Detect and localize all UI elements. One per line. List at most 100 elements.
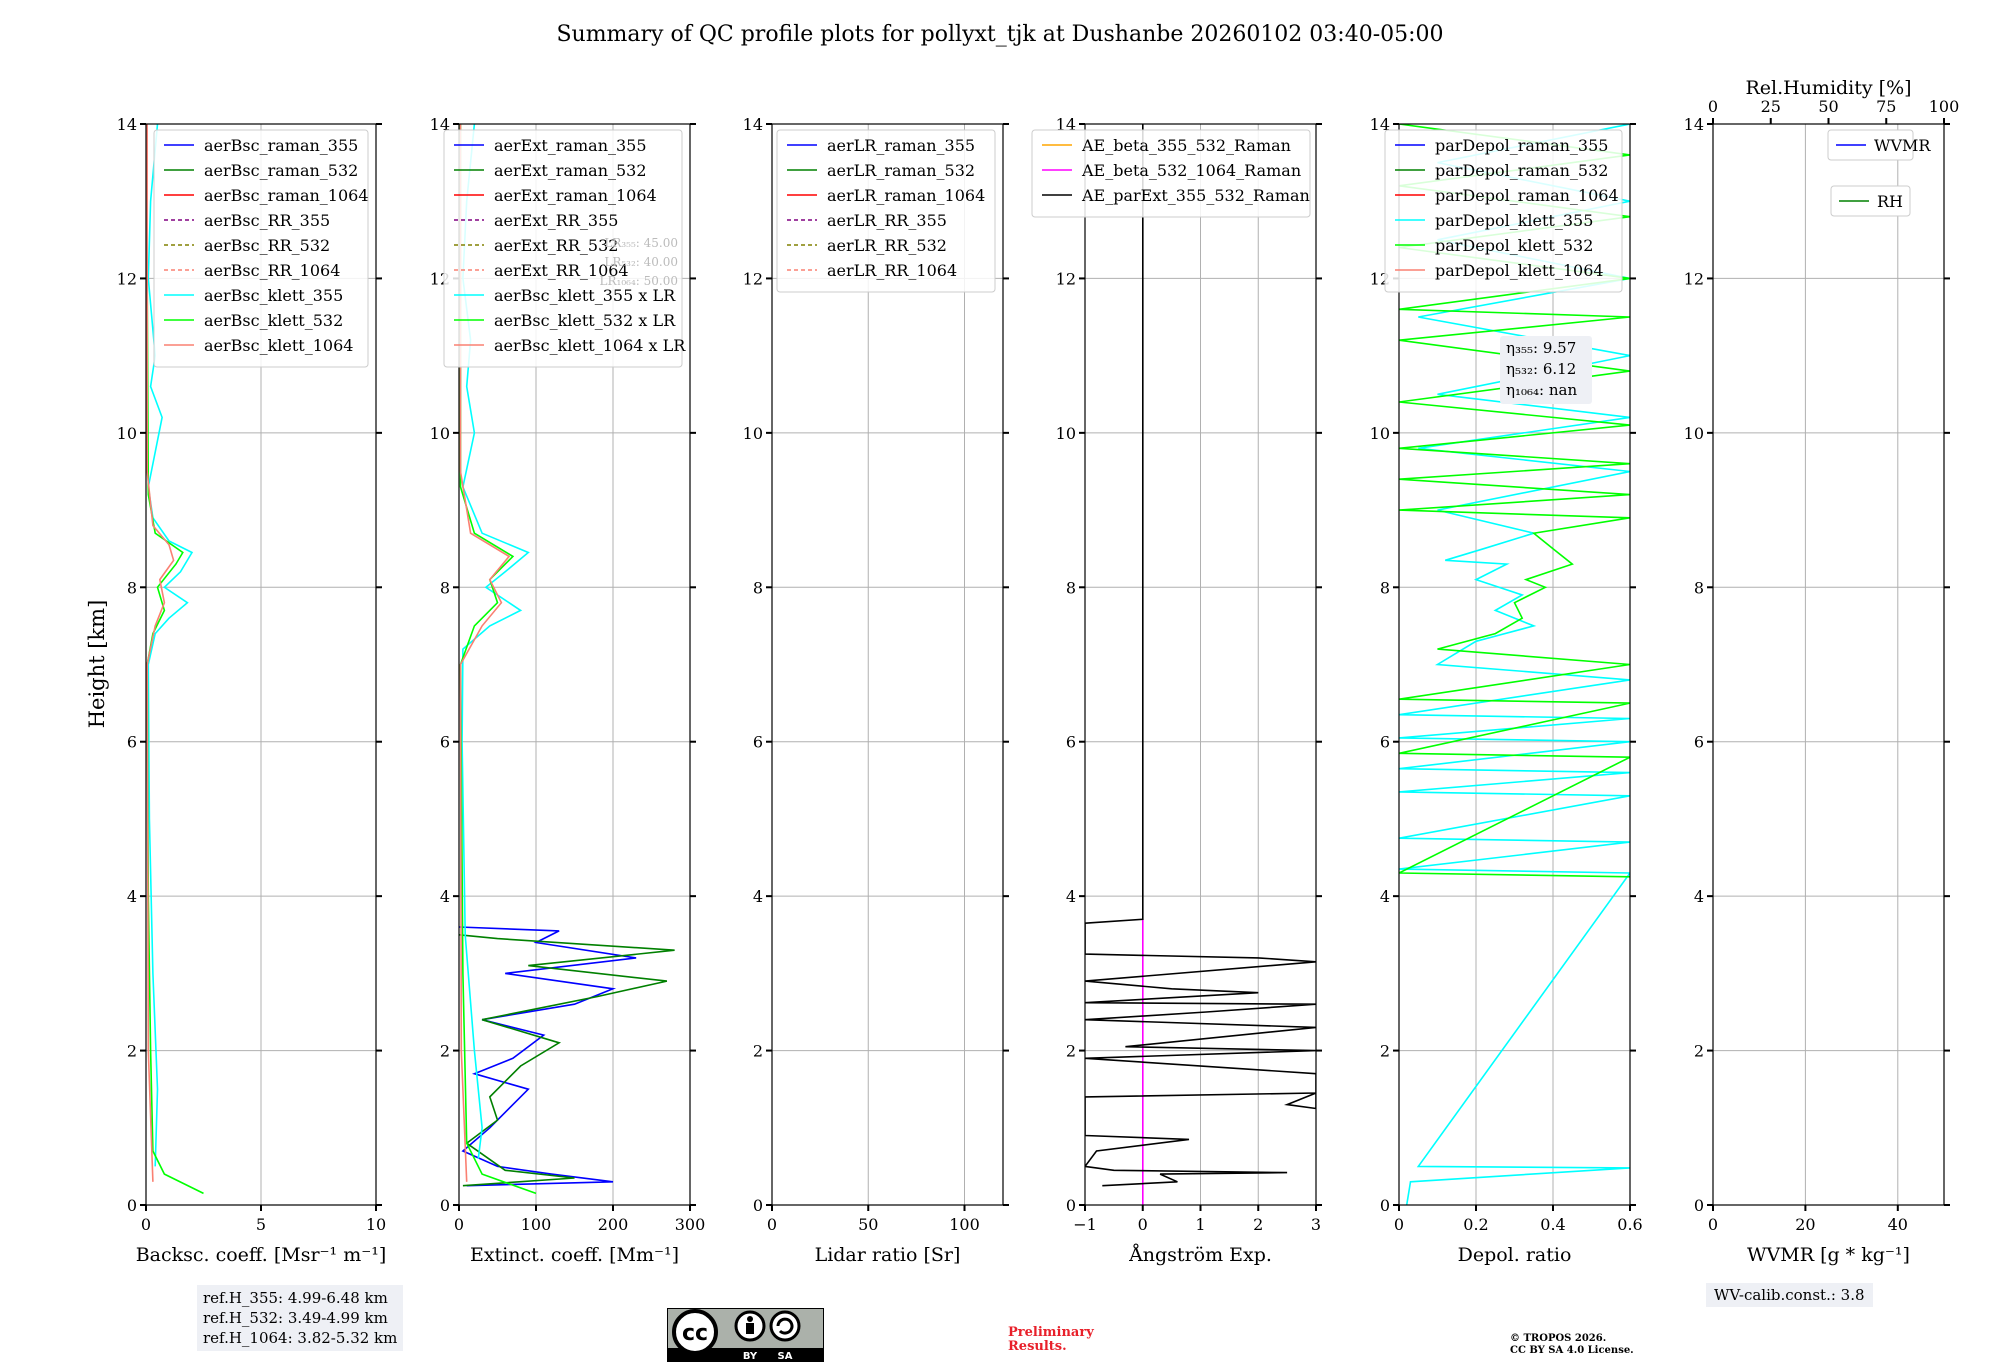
y-tick-label: 4 [1066, 887, 1076, 906]
ref-height-1064: ref.H_1064: 3.82-5.32 km [203, 1329, 398, 1347]
legend-label: WVMR [1874, 136, 1931, 155]
legend-item: aerBsc_klett_1064 [164, 336, 353, 355]
y-tick-label: 12 [743, 269, 763, 288]
series-aerExt_raman_532 [459, 934, 675, 1187]
copyright-line-2: CC BY SA 4.0 License. [1510, 1345, 1634, 1356]
x-tick-label: 50 [858, 1215, 878, 1234]
x-tick-label: 20 [1795, 1215, 1815, 1234]
legend-item: aerBsc_klett_355 x LR [454, 286, 676, 305]
legend-item: parDepol_klett_532 [1395, 236, 1593, 255]
x-tick-label: 40 [1888, 1215, 1908, 1234]
y-tick-label: 0 [1066, 1196, 1076, 1215]
legend-label: aerBsc_klett_355 [204, 286, 343, 305]
legend-item: aerExt_raman_355 [454, 136, 647, 155]
x-tick-label: 3 [1311, 1215, 1321, 1234]
legend-label: aerBsc_raman_355 [204, 136, 358, 155]
y-tick-label: 2 [127, 1042, 137, 1061]
y-tick-label: 14 [117, 115, 137, 134]
preliminary-results-note: Preliminary Results. [1008, 1326, 1094, 1354]
y-tick-label: 2 [1694, 1042, 1704, 1061]
x2-tick-label: 50 [1818, 97, 1838, 116]
eta-box: η₃₅₅: 9.57 η₅₃₂: 6.12 η₁₀₆₄: nan [1500, 336, 1592, 404]
legend-label: aerExt_RR_355 [494, 211, 618, 230]
y-tick-label: 8 [753, 578, 763, 597]
legend: AE_beta_355_532_Raman AE_beta_532_1064_Ra… [1031, 129, 1311, 218]
figure-title: Summary of QC profile plots for pollyxt_… [556, 22, 1444, 47]
legend-box [1830, 185, 1911, 217]
legend-label: aerExt_raman_1064 [494, 186, 657, 205]
axes-frame [771, 123, 1004, 1206]
legend-label: aerExt_RR_1064 [494, 261, 629, 280]
legend-box [443, 129, 683, 368]
legend-label: aerLR_RR_355 [827, 211, 947, 230]
legend-label: aerLR_raman_532 [827, 161, 975, 180]
x-tick-label: 0 [1708, 1215, 1718, 1234]
cc-badge-text: cc [682, 1321, 708, 1346]
legend-label: aerBsc_RR_1064 [204, 261, 340, 280]
y-tick-label: 8 [1694, 578, 1704, 597]
x-axis-label: Ångström Exp. [1128, 1244, 1272, 1266]
y-tick-label: 2 [1380, 1042, 1390, 1061]
legend-item: AE_beta_532_1064_Raman [1042, 161, 1301, 180]
legend-item: aerExt_raman_1064 [454, 186, 657, 205]
x-tick-label: 1 [1195, 1215, 1205, 1234]
legend-box [1384, 129, 1623, 293]
legend-label: aerExt_RR_532 [494, 236, 618, 255]
x-tick-label: 0.2 [1463, 1215, 1488, 1234]
eta-box-bg [1500, 336, 1592, 404]
y-tick-label: 10 [117, 424, 137, 443]
y-tick-label: 0 [440, 1196, 450, 1215]
y-tick-label: 6 [753, 733, 763, 752]
axes-frame [1398, 123, 1631, 1206]
y-tick-label: 14 [1370, 115, 1390, 134]
legend: parDepol_raman_355 parDepol_raman_532 parD… [1384, 129, 1623, 293]
x2-tick-label: 75 [1876, 97, 1896, 116]
y-tick-label: 2 [1066, 1042, 1076, 1061]
lidar-ratio-note: LR₃₅₅: 45.00 [604, 236, 678, 250]
legend: aerBsc_raman_355 aerBsc_raman_532 aerBsc_r… [153, 129, 369, 368]
y-tick-label: 8 [440, 578, 450, 597]
y-tick-label: 10 [743, 424, 763, 443]
legend-item: aerLR_raman_532 [787, 161, 975, 180]
x-tick-label: 5 [256, 1215, 266, 1234]
panel-bsc: 0 5 10 0 2 4 6 8 10 12 14 Backsc. coeff. [Msr⁻¹ m⁻¹… [117, 115, 387, 1266]
legend-label: aerBsc_raman_532 [204, 161, 358, 180]
y-tick-label: 4 [1694, 887, 1704, 906]
x-axis-label: Extinct. coeff. [Mm⁻¹] [470, 1244, 679, 1266]
y-axis-label: Height [km] [85, 600, 109, 729]
y-tick-label: 0 [753, 1196, 763, 1215]
legend-item-WVMR: WVMR [1827, 129, 1931, 161]
ref-height-532: ref.H_532: 3.49-4.99 km [203, 1309, 388, 1327]
y-tick-label: 2 [753, 1042, 763, 1061]
legend-label: parDepol_klett_1064 [1435, 261, 1604, 280]
legend-item: aerBsc_raman_355 [164, 136, 358, 155]
legend-item: aerBsc_RR_1064 [164, 261, 340, 280]
legend-label: aerBsc_klett_355 x LR [494, 286, 676, 305]
y-tick-label: 10 [1684, 424, 1704, 443]
x-tick-label: 100 [521, 1215, 552, 1234]
sa-text: SA [778, 1351, 793, 1362]
y-tick-label: 14 [430, 115, 450, 134]
x-tick-label: 0.4 [1540, 1215, 1565, 1234]
by-text: BY [743, 1351, 758, 1362]
y-tick-label: 8 [1380, 578, 1390, 597]
legend-label: aerBsc_klett_532 x LR [494, 311, 676, 330]
lidar-ratio-note: LR₅₃₂: 40.00 [604, 255, 678, 269]
preliminary-line-2: Results. [1008, 1339, 1067, 1354]
legend-box [1827, 129, 1914, 161]
legend-item: aerExt_RR_1064 [454, 261, 629, 280]
legend-label: aerLR_RR_1064 [827, 261, 957, 280]
series-aerBsc_klett_1064 [146, 124, 175, 1182]
share-alike-icon [769, 1310, 801, 1342]
x2-axis-label: Rel.Humidity [%] [1745, 77, 1911, 99]
y-tick-label: 10 [430, 424, 450, 443]
legend-item: aerLR_RR_1064 [787, 261, 957, 280]
y-tick-label: 2 [440, 1042, 450, 1061]
legend-item: parDepol_raman_355 [1395, 136, 1608, 155]
eta-value: η₁₀₆₄: nan [1506, 381, 1577, 399]
x-tick-label: 300 [675, 1215, 706, 1234]
legend-item: aerLR_raman_1064 [787, 186, 985, 205]
x-tick-label: 0 [767, 1215, 777, 1234]
legend-item: aerBsc_klett_532 [164, 311, 343, 330]
y-tick-label: 14 [1684, 115, 1704, 134]
